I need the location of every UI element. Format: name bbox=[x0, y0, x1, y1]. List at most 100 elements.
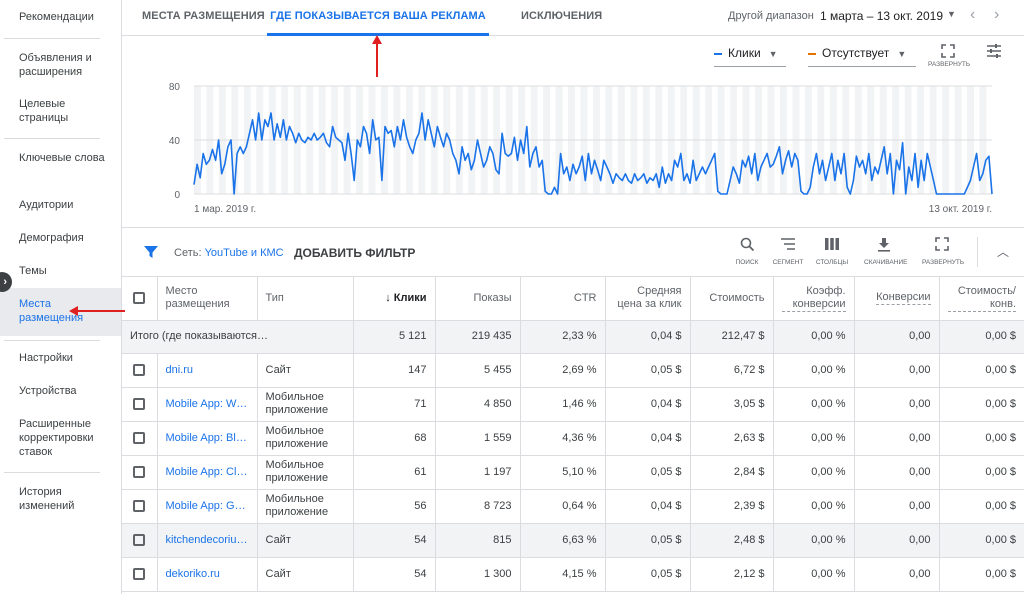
cell-clicks: 54 bbox=[353, 557, 436, 592]
row-checkbox[interactable] bbox=[133, 363, 146, 376]
metric1-selector[interactable]: Клики ▼ bbox=[714, 45, 786, 67]
row-checkbox-cell[interactable] bbox=[122, 489, 158, 524]
col-cost[interactable]: Стоимость bbox=[690, 277, 774, 321]
sidebar-divider bbox=[4, 38, 100, 39]
cell-cost: 6,72 $ bbox=[690, 353, 774, 388]
tab-placements[interactable]: Места размещения bbox=[142, 10, 265, 22]
placement-link[interactable]: dni.ru bbox=[157, 353, 258, 388]
x-tick-label-start: 1 мар. 2019 г. bbox=[194, 204, 256, 215]
placement-link[interactable]: Mobile App: Wo… bbox=[157, 387, 258, 422]
metric1-swatch bbox=[714, 52, 722, 55]
placement-link[interactable]: dekoriko.ru bbox=[157, 557, 258, 592]
table-row[interactable]: Mobile App: Cle… Мобильное приложение 61 1 … bbox=[122, 455, 1024, 490]
row-checkbox[interactable] bbox=[133, 499, 146, 512]
col-conversions[interactable]: Конверсии bbox=[854, 277, 940, 321]
total-clicks: 5 121 bbox=[353, 320, 436, 354]
add-filter-button[interactable]: ДОБАВИТЬ ФИЛЬТР bbox=[294, 246, 416, 260]
cell-cost-conv: 0,00 $ bbox=[939, 353, 1024, 388]
sidebar-item[interactable]: Ключевые слова bbox=[19, 152, 105, 164]
caret-down-icon[interactable]: ▼ bbox=[947, 9, 956, 19]
chart-expand-button[interactable]: РАЗВЕРНУТЬ bbox=[928, 44, 970, 68]
cell-cost-conv: 0,00 $ bbox=[939, 387, 1024, 422]
active-filter-chip[interactable]: Сеть: YouTube и КМС bbox=[174, 247, 284, 259]
col-impressions[interactable]: Показы bbox=[435, 277, 521, 321]
row-checkbox[interactable] bbox=[133, 465, 146, 478]
sidebar-item[interactable]: Места размещения bbox=[19, 298, 84, 324]
tool-label: РАЗВЕРНУТЬ bbox=[922, 259, 965, 266]
sidebar-item[interactable]: Аудитории bbox=[19, 199, 74, 211]
cell-clicks: 147 bbox=[353, 353, 436, 388]
placement-link[interactable]: Mobile App: Cle… bbox=[157, 455, 258, 490]
chevron-up-icon[interactable]: ︿ bbox=[997, 245, 1010, 259]
tool-download-button[interactable]: СКАЧИВАНИЕ bbox=[864, 237, 907, 266]
cell-avg-cpc: 0,04 $ bbox=[605, 387, 691, 422]
row-checkbox[interactable] bbox=[133, 533, 146, 546]
table-row[interactable]: kitchendecorium… Сайт 54 815 6,63 % 0,05 $2,4… bbox=[122, 523, 1024, 558]
placement-link[interactable]: Mobile App: Ge… bbox=[157, 489, 258, 524]
caret-down-icon: ▼ bbox=[897, 49, 907, 59]
cell-ctr: 5,10 % bbox=[520, 455, 606, 490]
sidebar-item[interactable]: Устройства bbox=[19, 385, 77, 397]
cell-conv-rate: 0,00 % bbox=[773, 455, 855, 490]
row-checkbox-cell[interactable] bbox=[122, 455, 158, 490]
col-conv-rate[interactable]: Коэфф. конверсии bbox=[773, 277, 855, 321]
row-checkbox-cell[interactable] bbox=[122, 557, 158, 592]
search-icon bbox=[740, 237, 754, 252]
table-row[interactable]: dni.ru Сайт 147 5 455 2,69 % 0,05 $6,72 $0,00… bbox=[122, 353, 1024, 388]
cell-conversions: 0,00 bbox=[854, 387, 940, 422]
col-cost-conv[interactable]: Стоимость/ конв. bbox=[939, 277, 1024, 321]
tool-search-button[interactable]: ПОИСК bbox=[727, 237, 767, 266]
cell-cost: 3,05 $ bbox=[690, 387, 774, 422]
date-range-picker[interactable]: 1 марта – 13 окт. 2019 bbox=[820, 9, 943, 23]
cell-impressions: 815 bbox=[435, 523, 521, 558]
chevron-right-icon[interactable]: › bbox=[994, 6, 1000, 23]
table-row[interactable]: Mobile App: Bloc… Мобильное приложение 68 1… bbox=[122, 421, 1024, 456]
cell-conversions: 0,00 bbox=[854, 557, 940, 592]
row-checkbox[interactable] bbox=[133, 567, 146, 580]
placements-table-container: Место размещения Тип ↓ Клики Показы CTR … bbox=[122, 277, 1024, 594]
tab-where-ads-showed[interactable]: Где показывается ваша реклама bbox=[267, 0, 489, 36]
select-all-checkbox-cell[interactable] bbox=[122, 277, 158, 321]
sidebar-item[interactable]: Демография bbox=[19, 232, 84, 244]
tool-segment-button[interactable]: СЕГМЕНТ bbox=[768, 237, 808, 266]
sidebar-item[interactable]: Настройки bbox=[19, 352, 73, 364]
tab-exclusions[interactable]: Исключения bbox=[521, 10, 603, 22]
row-checkbox-cell[interactable] bbox=[122, 421, 158, 456]
total-conv-rate: 0,00 % bbox=[773, 320, 855, 354]
chart-settings-button[interactable] bbox=[984, 44, 1004, 61]
placement-link[interactable]: Mobile App: Bloc… bbox=[157, 421, 258, 456]
tool-columns-button[interactable]: СТОЛБЦЫ bbox=[812, 237, 852, 266]
chevron-left-icon[interactable]: ‹ bbox=[970, 6, 976, 23]
col-clicks[interactable]: ↓ Клики bbox=[353, 277, 436, 321]
placements-table: Место размещения Тип ↓ Клики Показы CTR … bbox=[122, 277, 1024, 592]
col-placement[interactable]: Место размещения bbox=[157, 277, 258, 321]
table-row[interactable]: Mobile App: Ge… Мобильное приложение 56 8 7… bbox=[122, 489, 1024, 524]
placement-link[interactable]: kitchendecorium… bbox=[157, 523, 258, 558]
cell-impressions: 1 197 bbox=[435, 455, 521, 490]
metric2-selector[interactable]: Отсутствует ▼ bbox=[808, 45, 916, 67]
row-checkbox[interactable] bbox=[133, 397, 146, 410]
total-conversions: 0,00 bbox=[854, 320, 940, 354]
row-checkbox-cell[interactable] bbox=[122, 523, 158, 558]
placement-type: Сайт bbox=[257, 353, 354, 388]
sidebar-collapse-toggle[interactable]: › bbox=[0, 272, 12, 292]
select-all-checkbox[interactable] bbox=[133, 291, 146, 304]
table-row[interactable]: Mobile App: Wo… Мобильное приложение 71 4 8… bbox=[122, 387, 1024, 422]
row-checkbox[interactable] bbox=[133, 431, 146, 444]
col-type[interactable]: Тип bbox=[257, 277, 354, 321]
sidebar-item[interactable]: История изменений bbox=[19, 486, 75, 512]
cell-conversions: 0,00 bbox=[854, 455, 940, 490]
sidebar-item[interactable]: Целевые страницы bbox=[19, 98, 69, 124]
tool-fullscreen-button[interactable]: РАЗВЕРНУТЬ bbox=[922, 237, 965, 266]
filter-icon[interactable] bbox=[144, 245, 158, 259]
sidebar-item[interactable]: Объявления и расширения bbox=[19, 52, 92, 78]
table-row[interactable]: dekoriko.ru Сайт 54 1 300 4,15 % 0,05 $2,12 $… bbox=[122, 557, 1024, 592]
sidebar-item[interactable]: Рекомендации bbox=[19, 11, 94, 23]
col-avg-cpc[interactable]: Средняя цена за клик bbox=[605, 277, 691, 321]
cell-conv-rate: 0,00 % bbox=[773, 523, 855, 558]
sidebar-item[interactable]: Темы bbox=[19, 265, 47, 277]
row-checkbox-cell[interactable] bbox=[122, 387, 158, 422]
row-checkbox-cell[interactable] bbox=[122, 353, 158, 388]
col-ctr[interactable]: CTR bbox=[520, 277, 606, 321]
sidebar-item[interactable]: Расширенные корректировки ставок bbox=[19, 418, 94, 458]
